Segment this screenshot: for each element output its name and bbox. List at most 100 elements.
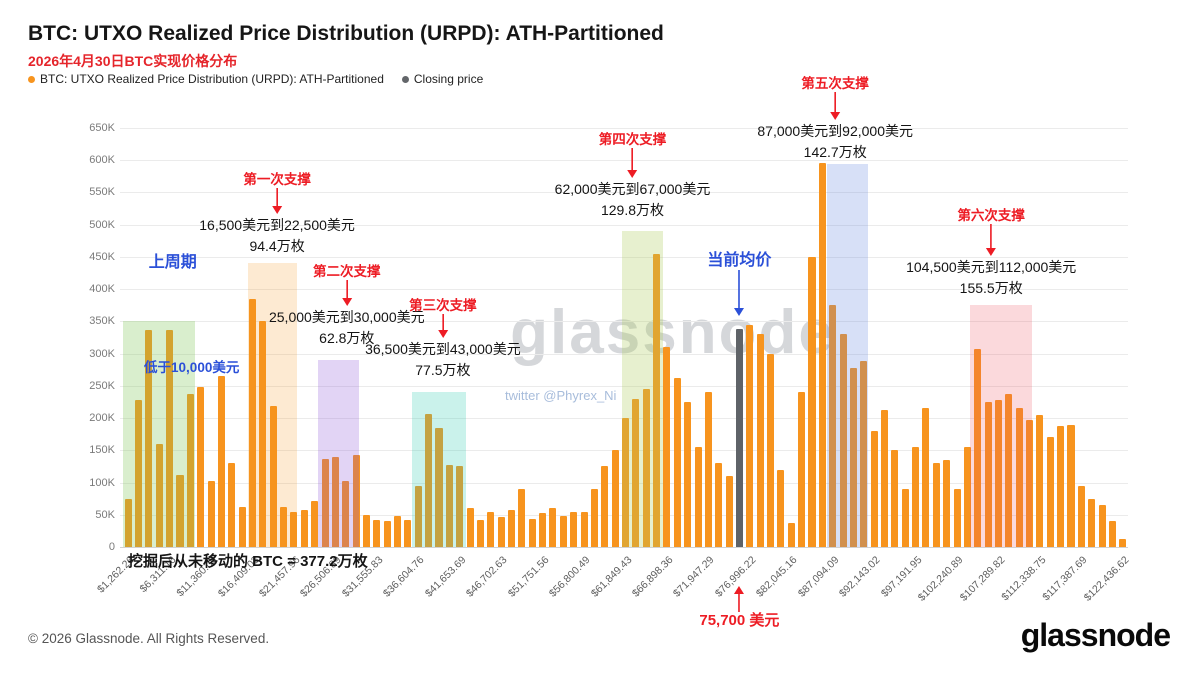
urpd-bar[interactable] bbox=[497, 516, 505, 547]
urpd-bar[interactable] bbox=[300, 509, 308, 547]
urpd-bar[interactable] bbox=[663, 347, 671, 547]
urpd-bar[interactable] bbox=[166, 329, 174, 547]
urpd-bar[interactable] bbox=[839, 334, 847, 547]
urpd-bar[interactable] bbox=[767, 353, 775, 547]
urpd-bar[interactable] bbox=[259, 321, 267, 547]
urpd-bar[interactable] bbox=[963, 447, 971, 547]
urpd-bar[interactable] bbox=[508, 509, 516, 547]
urpd-bar[interactable] bbox=[932, 463, 940, 547]
urpd-bar[interactable] bbox=[715, 463, 723, 547]
urpd-bar[interactable] bbox=[394, 516, 402, 547]
urpd-bar[interactable] bbox=[746, 324, 754, 547]
urpd-bar[interactable] bbox=[1005, 394, 1013, 547]
urpd-bar[interactable] bbox=[912, 447, 920, 547]
urpd-bar[interactable] bbox=[590, 488, 598, 547]
urpd-bar[interactable] bbox=[818, 163, 826, 547]
urpd-bar[interactable] bbox=[901, 488, 909, 547]
urpd-bar[interactable] bbox=[1057, 425, 1065, 547]
urpd-bar[interactable] bbox=[621, 418, 630, 547]
urpd-bar[interactable] bbox=[984, 401, 992, 547]
urpd-bar[interactable] bbox=[974, 349, 982, 547]
urpd-bar[interactable] bbox=[238, 507, 246, 547]
urpd-bar[interactable] bbox=[155, 443, 163, 547]
urpd-bar[interactable] bbox=[559, 516, 567, 547]
urpd-bar[interactable] bbox=[539, 513, 547, 547]
urpd-bar[interactable] bbox=[653, 253, 661, 547]
urpd-bar[interactable] bbox=[528, 518, 536, 547]
urpd-bar[interactable] bbox=[466, 508, 474, 547]
urpd-bar[interactable] bbox=[756, 334, 764, 547]
urpd-bar[interactable] bbox=[601, 466, 609, 547]
closing-price-bar[interactable] bbox=[735, 329, 743, 547]
urpd-bar[interactable] bbox=[611, 450, 619, 547]
urpd-bar[interactable] bbox=[414, 485, 422, 547]
urpd-bar[interactable] bbox=[362, 514, 370, 547]
urpd-bar[interactable] bbox=[445, 465, 453, 547]
urpd-bar[interactable] bbox=[1108, 521, 1116, 547]
urpd-bar[interactable] bbox=[1046, 437, 1054, 547]
legend-item-urpd[interactable]: BTC: UTXO Realized Price Distribution (U… bbox=[28, 72, 384, 86]
urpd-bar[interactable] bbox=[321, 458, 329, 547]
urpd-bar[interactable] bbox=[570, 511, 578, 547]
urpd-bar[interactable] bbox=[197, 387, 205, 547]
urpd-bar[interactable] bbox=[632, 398, 640, 547]
legend-item-closing-price[interactable]: Closing price bbox=[401, 72, 483, 86]
urpd-bar[interactable] bbox=[1077, 485, 1085, 547]
urpd-bar[interactable] bbox=[881, 410, 889, 547]
urpd-bar[interactable] bbox=[311, 500, 319, 547]
urpd-bar[interactable] bbox=[994, 400, 1003, 547]
urpd-bar[interactable] bbox=[280, 507, 288, 547]
urpd-bar[interactable] bbox=[1067, 424, 1075, 547]
urpd-bar[interactable] bbox=[580, 511, 588, 547]
urpd-bar[interactable] bbox=[476, 519, 484, 547]
urpd-bar[interactable] bbox=[269, 406, 277, 547]
urpd-bar[interactable] bbox=[1098, 505, 1106, 547]
urpd-bar[interactable] bbox=[176, 474, 184, 547]
urpd-bar[interactable] bbox=[922, 408, 930, 547]
urpd-bar[interactable] bbox=[694, 447, 702, 547]
urpd-bar[interactable] bbox=[549, 508, 557, 547]
urpd-bar[interactable] bbox=[1015, 408, 1023, 547]
urpd-bar[interactable] bbox=[725, 476, 733, 547]
urpd-bar[interactable] bbox=[217, 376, 225, 547]
urpd-bar[interactable] bbox=[1119, 539, 1127, 547]
urpd-bar[interactable] bbox=[435, 427, 443, 547]
urpd-bar[interactable] bbox=[404, 519, 412, 547]
urpd-bar[interactable] bbox=[953, 488, 961, 547]
y-tick-label: 600K bbox=[89, 154, 115, 167]
urpd-bar[interactable] bbox=[777, 469, 785, 547]
urpd-bar[interactable] bbox=[829, 305, 837, 547]
urpd-bar[interactable] bbox=[135, 400, 143, 547]
urpd-bar[interactable] bbox=[290, 511, 298, 547]
urpd-bar[interactable] bbox=[704, 392, 712, 547]
urpd-bar[interactable] bbox=[518, 488, 526, 547]
urpd-bar[interactable] bbox=[1088, 498, 1096, 547]
urpd-bar[interactable] bbox=[787, 522, 795, 547]
urpd-bar[interactable] bbox=[1036, 414, 1044, 547]
urpd-bar[interactable] bbox=[860, 361, 868, 547]
urpd-bar[interactable] bbox=[373, 519, 381, 547]
urpd-bar[interactable] bbox=[849, 367, 857, 547]
urpd-bar[interactable] bbox=[207, 480, 215, 547]
urpd-bar[interactable] bbox=[487, 511, 495, 547]
urpd-bar[interactable] bbox=[891, 450, 899, 547]
urpd-bar[interactable] bbox=[798, 392, 806, 547]
urpd-bar[interactable] bbox=[331, 456, 339, 547]
urpd-bar[interactable] bbox=[642, 389, 650, 547]
urpd-bar[interactable] bbox=[870, 430, 878, 547]
urpd-bar[interactable] bbox=[352, 455, 360, 547]
urpd-bar[interactable] bbox=[145, 329, 153, 547]
urpd-bar[interactable] bbox=[124, 498, 132, 547]
urpd-bar[interactable] bbox=[673, 378, 681, 547]
urpd-bar[interactable] bbox=[228, 463, 236, 547]
urpd-bar[interactable] bbox=[456, 466, 464, 547]
urpd-bar[interactable] bbox=[808, 256, 816, 547]
urpd-bar[interactable] bbox=[342, 480, 350, 547]
urpd-bar[interactable] bbox=[383, 521, 391, 547]
urpd-bar[interactable] bbox=[1026, 420, 1034, 547]
urpd-bar[interactable] bbox=[186, 393, 194, 547]
urpd-bar[interactable] bbox=[248, 298, 257, 547]
urpd-bar[interactable] bbox=[684, 401, 692, 547]
urpd-bar[interactable] bbox=[425, 413, 433, 547]
urpd-bar[interactable] bbox=[943, 459, 951, 547]
